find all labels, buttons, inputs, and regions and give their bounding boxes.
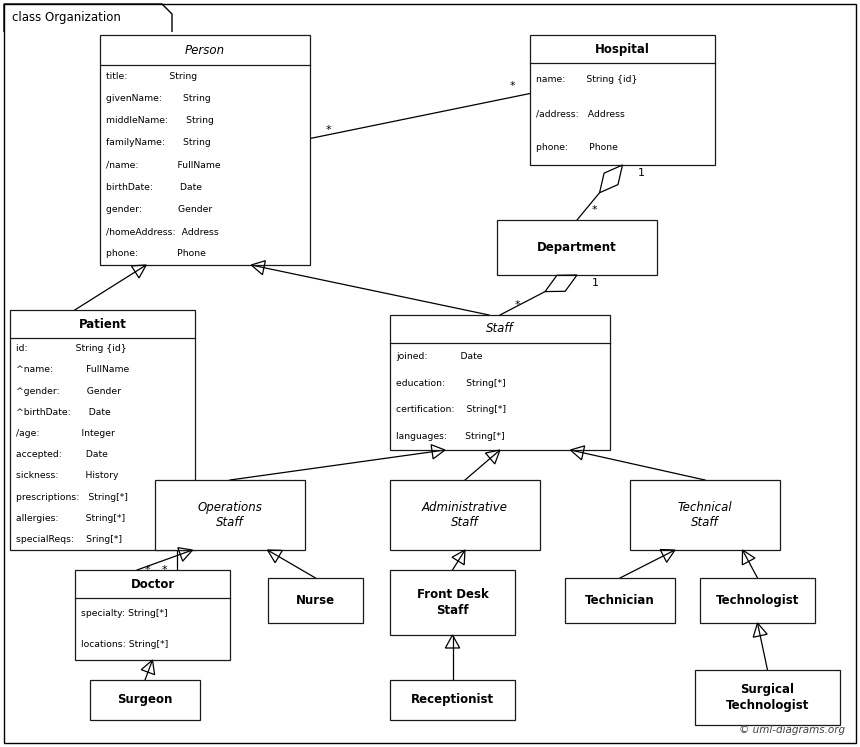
Text: ^name:           FullName: ^name: FullName (16, 365, 129, 374)
Text: © uml-diagrams.org: © uml-diagrams.org (739, 725, 845, 735)
Text: *: * (144, 565, 150, 575)
Text: Department: Department (538, 241, 617, 254)
Text: prescriptions:   String[*]: prescriptions: String[*] (16, 492, 128, 501)
Text: familyName:      String: familyName: String (106, 138, 211, 147)
Text: *: * (592, 205, 598, 215)
Text: *: * (162, 565, 168, 575)
Text: allergies:         String[*]: allergies: String[*] (16, 514, 125, 523)
Text: Staff: Staff (486, 323, 513, 335)
Text: 1: 1 (592, 278, 599, 288)
Text: Administrative
Staff: Administrative Staff (422, 501, 508, 529)
FancyBboxPatch shape (10, 310, 195, 550)
Text: education:       String[*]: education: String[*] (396, 379, 506, 388)
Text: phone:             Phone: phone: Phone (106, 249, 206, 258)
Text: class Organization: class Organization (12, 11, 121, 25)
Text: ^birthDate:      Date: ^birthDate: Date (16, 408, 111, 417)
Text: *: * (325, 125, 331, 135)
Text: Doctor: Doctor (131, 577, 175, 590)
FancyBboxPatch shape (390, 480, 540, 550)
FancyBboxPatch shape (497, 220, 657, 275)
Text: givenName:       String: givenName: String (106, 94, 211, 103)
Text: Operations
Staff: Operations Staff (198, 501, 262, 529)
FancyBboxPatch shape (155, 480, 305, 550)
Text: *: * (515, 300, 520, 310)
Text: languages:      String[*]: languages: String[*] (396, 432, 505, 441)
FancyBboxPatch shape (390, 570, 515, 635)
Text: /address:   Address: /address: Address (536, 110, 625, 119)
Text: Surgical
Technologist: Surgical Technologist (726, 684, 809, 711)
Text: specialty: String[*]: specialty: String[*] (81, 609, 168, 618)
Text: *: * (509, 81, 515, 90)
Text: Nurse: Nurse (296, 594, 335, 607)
Text: joined:           Date: joined: Date (396, 352, 482, 361)
FancyBboxPatch shape (90, 680, 200, 720)
Text: Patient: Patient (78, 317, 126, 330)
Text: Surgeon: Surgeon (117, 693, 173, 707)
Text: Hospital: Hospital (595, 43, 650, 55)
Text: Technical
Staff: Technical Staff (678, 501, 733, 529)
Text: accepted:        Date: accepted: Date (16, 450, 108, 459)
Text: Person: Person (185, 43, 225, 57)
FancyBboxPatch shape (630, 480, 780, 550)
Text: gender:            Gender: gender: Gender (106, 205, 212, 214)
Text: phone:       Phone: phone: Phone (536, 143, 617, 152)
FancyBboxPatch shape (268, 578, 363, 623)
FancyBboxPatch shape (530, 35, 715, 165)
Text: ^gender:         Gender: ^gender: Gender (16, 386, 121, 395)
Text: Technologist: Technologist (716, 594, 799, 607)
Text: name:       String {id}: name: String {id} (536, 75, 637, 84)
Text: specialReqs:    Sring[*]: specialReqs: Sring[*] (16, 535, 122, 544)
Text: 1: 1 (637, 168, 644, 178)
FancyBboxPatch shape (100, 35, 310, 265)
Text: sickness:         History: sickness: History (16, 471, 119, 480)
FancyBboxPatch shape (390, 680, 515, 720)
Text: birthDate:         Date: birthDate: Date (106, 183, 202, 192)
Text: /homeAddress:  Address: /homeAddress: Address (106, 227, 218, 236)
Text: title:              String: title: String (106, 72, 197, 81)
Text: Receptionist: Receptionist (411, 693, 494, 707)
Text: /age:              Integer: /age: Integer (16, 429, 115, 438)
FancyBboxPatch shape (75, 570, 230, 660)
Text: middleName:      String: middleName: String (106, 116, 214, 125)
Text: id:                String {id}: id: String {id} (16, 344, 126, 353)
FancyBboxPatch shape (565, 578, 675, 623)
Text: locations: String[*]: locations: String[*] (81, 640, 169, 649)
Text: Technician: Technician (585, 594, 654, 607)
Text: /name:             FullName: /name: FullName (106, 161, 221, 170)
FancyBboxPatch shape (695, 670, 840, 725)
FancyBboxPatch shape (390, 315, 610, 450)
Text: Front Desk
Staff: Front Desk Staff (416, 589, 488, 616)
Text: certification:    String[*]: certification: String[*] (396, 406, 506, 415)
FancyBboxPatch shape (700, 578, 815, 623)
